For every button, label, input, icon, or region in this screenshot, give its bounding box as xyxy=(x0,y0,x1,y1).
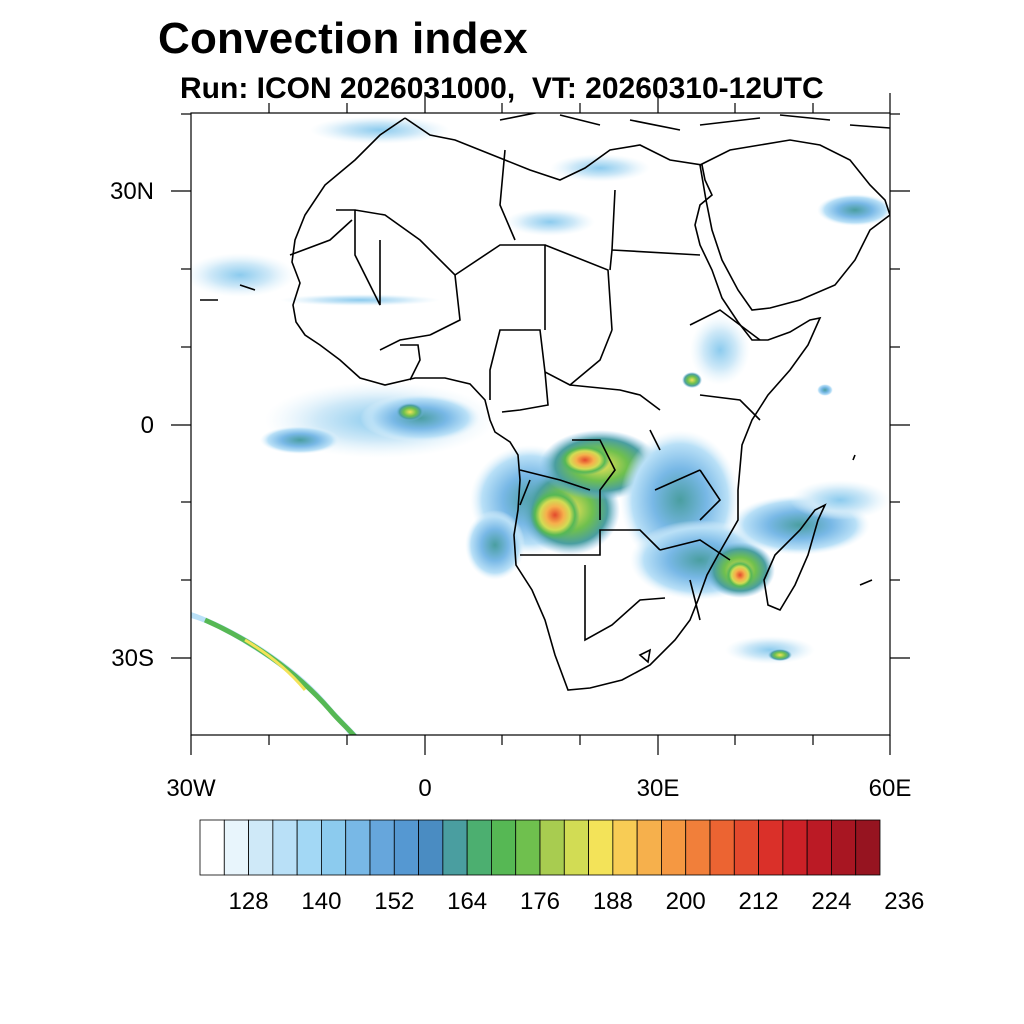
colorbar-swatch xyxy=(199,819,225,876)
colorbar-tick-label: 140 xyxy=(301,888,342,915)
colorbar-swatch xyxy=(223,819,249,876)
colorbar-swatch xyxy=(296,819,322,876)
colorbar-tick-label: 212 xyxy=(738,888,779,915)
convection-field xyxy=(191,116,890,735)
colorbar-swatch xyxy=(709,819,735,876)
colorbar-swatch xyxy=(636,819,662,876)
colorbar-tick-label: 236 xyxy=(884,888,925,915)
colorbar-swatch xyxy=(563,819,589,876)
colorbar-swatch xyxy=(855,819,881,876)
lat-label-30n: 30N xyxy=(109,178,154,205)
colorbar-tick-label: 200 xyxy=(665,888,706,915)
colorbar-swatch xyxy=(345,819,371,876)
map-frame xyxy=(190,112,891,736)
colorbar-tick-label: 164 xyxy=(447,888,488,915)
colorbar-swatch xyxy=(272,819,298,876)
colorbar-swatch xyxy=(612,819,638,876)
colorbar-swatch xyxy=(758,819,784,876)
lon-label-30w: 30W xyxy=(166,775,216,802)
colorbar-tick-label: 152 xyxy=(374,888,415,915)
colorbar-swatch xyxy=(418,819,444,876)
colorbar xyxy=(199,819,881,876)
lon-label-30e: 30E xyxy=(636,775,680,802)
colorbar-swatch xyxy=(733,819,759,876)
colorbar-swatch xyxy=(539,819,565,876)
colorbar-swatch xyxy=(466,819,492,876)
colorbar-tick-label: 176 xyxy=(519,888,561,915)
colorbar-swatch xyxy=(806,819,832,876)
lat-label-30s: 30S xyxy=(111,645,154,672)
colorbar-swatch xyxy=(661,819,687,876)
colorbar-swatch xyxy=(442,819,468,876)
colorbar-tick-label: 224 xyxy=(811,888,852,915)
colorbar-swatch xyxy=(831,819,857,876)
colorbar-swatch xyxy=(393,819,419,876)
coastlines-and-borders xyxy=(200,113,890,691)
colorbar-tick-label: 188 xyxy=(592,888,633,915)
colorbar-swatch xyxy=(491,819,517,876)
colorbar-swatch xyxy=(321,819,347,876)
colorbar-swatch xyxy=(588,819,614,876)
lon-label-60e: 60E xyxy=(868,775,912,802)
axis-ticks xyxy=(171,93,910,755)
lon-label-0: 0 xyxy=(418,775,432,802)
map-subtitle: Run: ICON 2026031000, VT: 20260310-12UTC xyxy=(180,72,824,105)
colorbar-swatch xyxy=(248,819,274,876)
map-title: Convection index xyxy=(158,14,528,63)
lat-label-0: 0 xyxy=(140,412,154,439)
colorbar-swatch xyxy=(369,819,395,876)
colorbar-tick-label: 128 xyxy=(228,888,269,915)
colorbar-swatch xyxy=(515,819,541,876)
colorbar-swatch xyxy=(685,819,711,876)
colorbar-swatch xyxy=(782,819,808,876)
